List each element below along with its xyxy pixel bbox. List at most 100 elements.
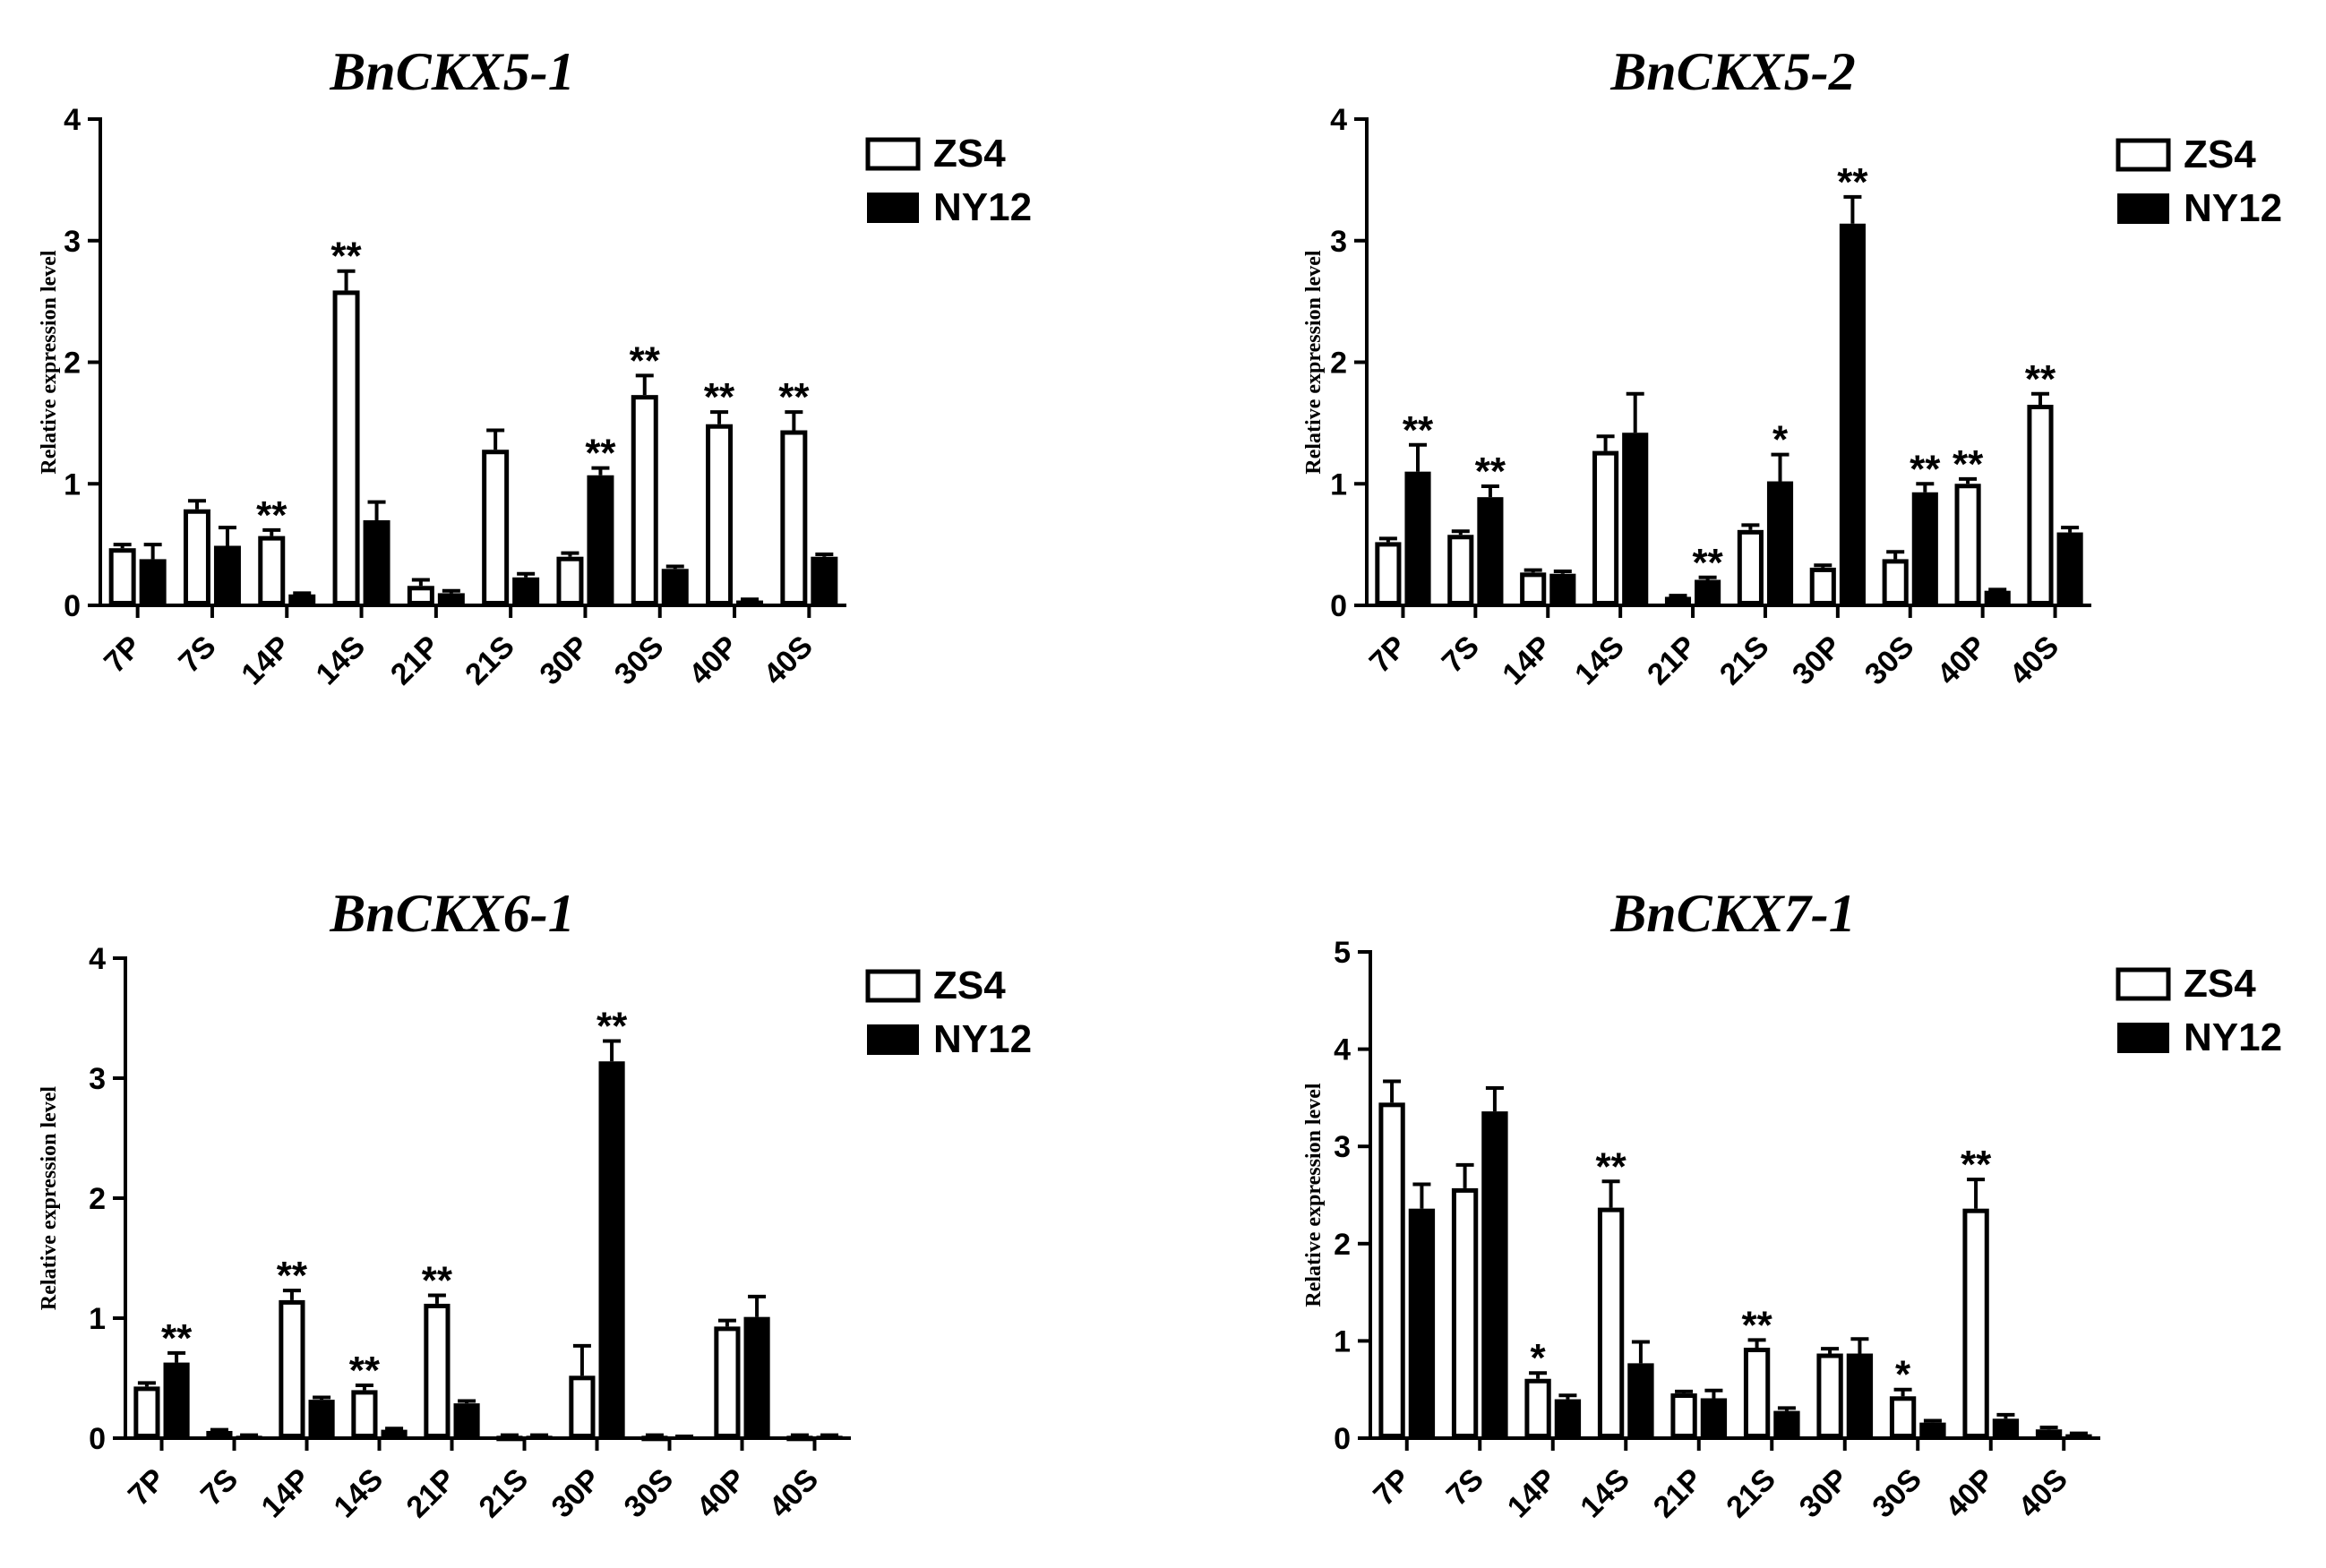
legend-swatch-ny12: [2117, 193, 2169, 224]
bar-ny12: [1766, 481, 1794, 605]
x-tick-label: 30S: [1858, 630, 1921, 692]
bar-ny12: [736, 600, 764, 606]
y-tick-label: 2: [1334, 1228, 1351, 1262]
x-tick-label: 14S: [310, 630, 373, 692]
x-tick-label: 14S: [1574, 1462, 1636, 1525]
legend-swatch-ny12: [2117, 1023, 2169, 1053]
bar-ny12: [163, 1362, 190, 1438]
y-tick-label: 1: [89, 1302, 106, 1336]
bar-zs4: [1524, 1378, 1551, 1439]
bar-ny12: [1477, 497, 1504, 605]
x-tick-label: 7S: [194, 1462, 245, 1512]
x-tick-label: 14P: [235, 630, 297, 692]
chart-title: BnCKX5-2: [1609, 42, 1855, 101]
bar-ny12: [587, 475, 614, 605]
x-tick-label: 7P: [1367, 1462, 1417, 1512]
y-tick-label: 0: [1330, 589, 1347, 623]
bar-ny12: [661, 569, 689, 606]
bar-ny12: [139, 559, 167, 605]
x-tick-label: 40S: [2004, 630, 2066, 692]
y-tick-label: 0: [64, 589, 81, 623]
bar-ny12: [1481, 1111, 1508, 1438]
significance-label: **: [1953, 442, 1984, 486]
bar-zs4: [1882, 559, 1909, 605]
bar-ny12: [308, 1400, 335, 1438]
x-tick-label: 14S: [1568, 630, 1631, 692]
bar-ny12: [1549, 573, 1576, 606]
bar-zs4: [332, 290, 360, 605]
legend-label-zs4: ZS4: [2184, 962, 2256, 1006]
chart-title: BnCKX7-1: [1609, 884, 1855, 943]
x-tick-label: 30S: [618, 1462, 681, 1525]
significance-label: **: [1910, 447, 1941, 491]
bar-zs4: [1597, 1207, 1625, 1439]
bar-ny12: [213, 545, 241, 605]
bar-zs4: [1447, 535, 1474, 606]
bar-ny12: [1554, 1399, 1582, 1439]
x-tick-label: 40P: [1931, 630, 1994, 692]
significance-label: **: [349, 1349, 381, 1392]
bar-ny12: [1846, 1353, 1874, 1438]
bar-zs4: [183, 509, 210, 606]
bar-ny12: [1984, 590, 2011, 606]
legend-label-zs4: ZS4: [2184, 133, 2256, 176]
bar-zs4: [258, 536, 286, 605]
bar-zs4: [482, 450, 510, 605]
legend-swatch-zs4: [865, 137, 921, 171]
significance-label: **: [1961, 1143, 1992, 1187]
significance-label: **: [256, 493, 288, 537]
y-tick-label: 1: [64, 467, 81, 501]
x-tick-label: 14P: [1496, 630, 1558, 692]
bar-zs4: [786, 1435, 813, 1442]
x-tick-label: 40S: [757, 630, 820, 692]
y-tick-label: 0: [1334, 1422, 1351, 1456]
significance-label: **: [161, 1316, 193, 1360]
y-tick-label: 2: [1330, 347, 1347, 381]
x-tick-label: 40P: [682, 630, 745, 692]
x-tick-label: 21S: [1713, 630, 1776, 692]
significance-label: **: [630, 338, 661, 382]
x-tick-label: 40S: [2012, 1462, 2074, 1525]
y-tick-label: 1: [1330, 467, 1347, 501]
legend-label-ny12: NY12: [2184, 186, 2282, 230]
bar-zs4: [1664, 596, 1692, 605]
bar-zs4: [206, 1430, 233, 1438]
chart-panel: BnCKX7-1 Relative expression level 0 1 2 3 4 5 7…: [1302, 884, 2282, 1524]
bar-ny12: [512, 577, 540, 606]
bar-ny12: [1622, 433, 1649, 605]
y-axis-label: Relative expression level: [1302, 1083, 1326, 1307]
bar-zs4: [1451, 1187, 1479, 1438]
y-axis-label: Relative expression level: [38, 250, 61, 475]
legend-label-ny12: NY12: [933, 1017, 1032, 1061]
y-tick-label: 3: [89, 1062, 106, 1096]
x-tick-label: 7P: [1363, 630, 1413, 680]
bar-zs4: [407, 586, 434, 606]
significance-label: **: [330, 235, 362, 278]
bar-zs4: [279, 1299, 305, 1439]
x-tick-label: 30S: [1866, 1462, 1928, 1525]
significance-label: *: [1772, 418, 1789, 462]
y-tick-label: 4: [64, 103, 81, 137]
bar-ny12: [1773, 1410, 1800, 1439]
bar-zs4: [1592, 450, 1619, 605]
y-tick-label: 2: [64, 347, 81, 381]
x-tick-label: 7S: [1440, 1462, 1490, 1512]
bar-ny12: [288, 594, 316, 605]
significance-label: **: [277, 1254, 308, 1298]
bar-zs4: [1670, 1393, 1697, 1438]
bar-zs4: [780, 430, 808, 605]
y-tick-label: 3: [64, 225, 81, 259]
y-axis-label: Relative expression level: [38, 1086, 61, 1311]
bar-ny12: [2065, 1434, 2092, 1439]
x-tick-label: 30P: [1786, 630, 1849, 692]
bar-zs4: [1962, 1208, 1989, 1438]
legend-label-zs4: ZS4: [933, 964, 1006, 1007]
significance-label: **: [422, 1259, 453, 1303]
legend-swatch-zs4: [865, 969, 921, 1003]
legend-swatch-ny12: [867, 193, 919, 223]
significance-label: **: [1741, 1303, 1772, 1347]
bar-zs4: [1743, 1348, 1771, 1438]
bar-ny12: [1408, 1208, 1436, 1438]
x-tick-label: 40P: [691, 1462, 753, 1525]
y-tick-label: 3: [1334, 1130, 1351, 1164]
